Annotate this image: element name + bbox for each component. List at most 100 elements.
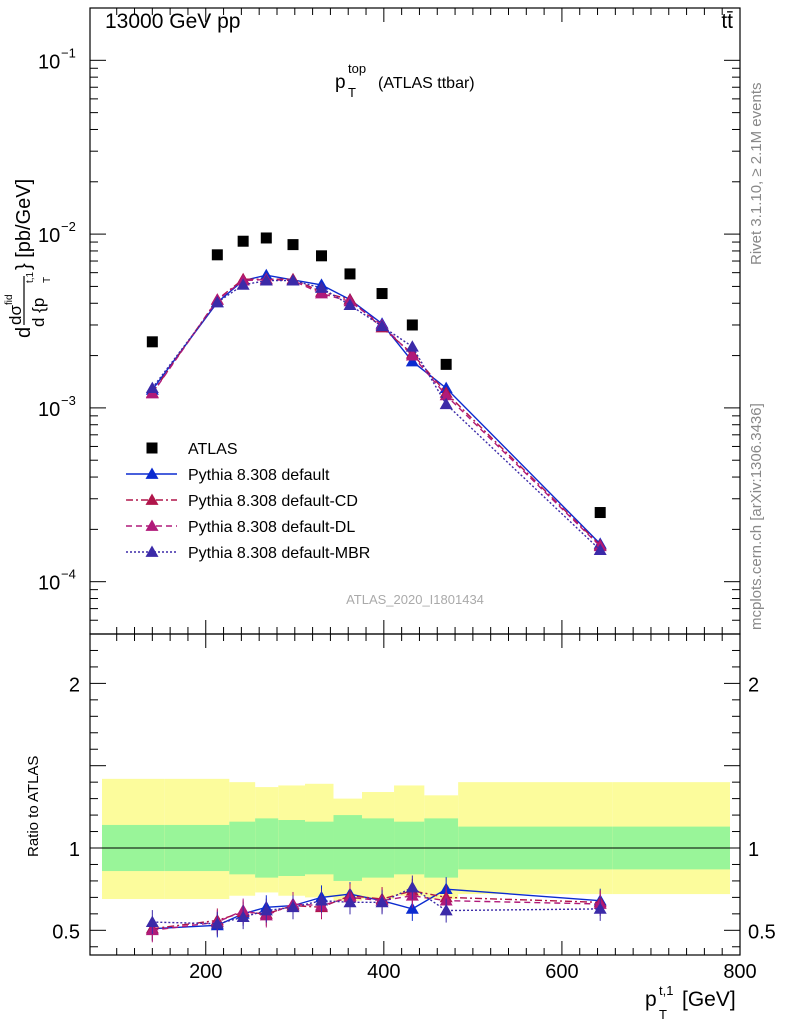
plot-title-sup: top [348, 61, 366, 76]
main-point-default-mbr [259, 274, 273, 286]
main-y-axis-label: d dσ fid d {p T t,1 } [pb/GeV] [4, 179, 53, 338]
ratio-point-default-mbr [375, 895, 389, 908]
main-point-default-dl [405, 349, 419, 361]
main-y-tick-exponent: −2 [61, 219, 76, 234]
x-tick-label: 600 [545, 961, 578, 983]
main-point-data [376, 288, 388, 300]
main-point-data [237, 235, 249, 247]
ratio-point-default-mbr [343, 895, 357, 908]
ylabel-dsigma: dσ [6, 305, 25, 325]
ratio-plot-frame [89, 633, 741, 956]
main-y-tick-label: 10 [38, 573, 60, 595]
legend-marker-data [146, 442, 158, 454]
main-point-default-mbr [439, 397, 453, 410]
main-y-tick-exponent: −3 [61, 393, 76, 408]
main-point-default-mbr [375, 319, 389, 332]
analysis-watermark: ATLAS_2020_I1801434 [346, 592, 484, 607]
main-point-default-mbr [315, 281, 329, 293]
ratio-point-default-mbr [593, 902, 607, 914]
main-y-tick-exponent: −4 [61, 567, 76, 582]
legend-label-data: ATLAS [188, 441, 238, 458]
source-label: mcplots.cern.ch [arXiv:1306.3436] [748, 403, 765, 630]
ratio-plot-axes: 0.5 0.5 1 1 2 2 200 400 600 800 [52, 633, 776, 983]
ratio-series-default-mbr [145, 881, 607, 929]
legend-label-default-cd: Pythia 8.308 default-CD [188, 493, 358, 510]
main-point-default-mbr [286, 274, 300, 286]
ratio-point-default-mbr [210, 917, 224, 929]
ylabel-T: T [42, 277, 53, 283]
x-tick-label: 200 [189, 961, 222, 983]
ratio-y-axis-label: Ratio to ATLAS [25, 756, 42, 857]
main-series-data [146, 232, 606, 519]
xlabel-main: p [645, 988, 657, 1011]
main-point-data [211, 249, 223, 261]
ylabel-unit: } [pb/GeV] [13, 179, 35, 270]
main-point-default-mbr [210, 295, 224, 308]
main-point-default-mbr [145, 381, 159, 393]
ratio-point-default-mbr [286, 900, 300, 913]
main-plot-series [145, 232, 607, 555]
ratio-y-tick-label: 1 [69, 839, 80, 861]
plot-title-rest: (ATLAS ttbar) [378, 75, 475, 92]
xlabel-sup: t,1 [659, 983, 673, 998]
main-point-default-mbr [343, 298, 357, 311]
main-y-tick-label: 10 [38, 399, 60, 421]
ratio-point-default [405, 902, 419, 914]
main-point-data [316, 250, 328, 262]
x-axis-label: p t,1 T [GeV] [645, 983, 736, 1022]
main-y-tick-label: 10 [38, 51, 60, 73]
main-point-default-mbr [593, 543, 607, 555]
legend: ATLAS Pythia 8.308 default Pythia 8.308 de… [126, 441, 370, 562]
ratio-point-default-mbr [439, 904, 453, 916]
plot-title-sub: T [348, 85, 356, 100]
xlabel-sub: T [659, 1007, 667, 1022]
energy-label: 13000 GeV pp [105, 10, 240, 33]
legend-marker-default-cd [145, 493, 159, 505]
main-y-tick-label: 10 [38, 225, 60, 247]
plot-title: p top T (ATLAS ttbar) [335, 61, 475, 100]
legend-marker-default-mbr [145, 545, 159, 557]
main-line-default-dl [151, 278, 601, 547]
ylabel-denominator: d {p [29, 298, 48, 327]
ratio-uncertainty-bands [102, 778, 730, 901]
ratio-point-default-mbr [259, 904, 273, 916]
legend-label-default: Pythia 8.308 default [188, 467, 330, 484]
main-y-tick-exponent: −1 [61, 45, 76, 60]
ratio-y-tick-label-right: 0.5 [748, 921, 776, 943]
main-point-data [260, 232, 272, 244]
main-point-data [406, 319, 418, 331]
ratio-y-tick-label-right: 2 [748, 674, 759, 696]
main-point-data [287, 239, 299, 251]
main-point-default-mbr [405, 340, 419, 352]
x-tick-label: 800 [723, 961, 756, 983]
rivet-version-label: Rivet 3.1.10, ≥ 2.1M events [748, 83, 765, 266]
ratio-plot-series [145, 875, 607, 943]
xlabel-rest: [GeV] [682, 988, 736, 1011]
main-series-default-mbr [145, 274, 607, 555]
ratio-y-tick-label: 2 [69, 674, 80, 696]
ratio-point-default-mbr [145, 915, 159, 927]
ylabel-d1: d [13, 327, 35, 338]
ratio-point-default-mbr [405, 881, 419, 893]
legend-marker-default [145, 467, 159, 479]
main-point-data [344, 268, 356, 280]
ratio-point-default-mbr [315, 894, 329, 906]
ratio-y-tick-label-right: 1 [748, 839, 759, 861]
main-point-data [440, 358, 452, 370]
legend-label-default-mbr: Pythia 8.308 default-MBR [188, 545, 370, 562]
main-line-default-mbr [151, 279, 601, 551]
x-tick-label: 400 [367, 961, 400, 983]
ratio-point-default-mbr [236, 910, 250, 923]
process-label: tt̄ [721, 10, 733, 33]
legend-marker-default-dl [145, 519, 159, 531]
main-point-default-mbr [236, 278, 250, 290]
ylabel-t1: t,1 [25, 271, 36, 283]
main-point-data [594, 507, 606, 519]
main-point-default [405, 354, 419, 367]
legend-label-default-dl: Pythia 8.308 default-DL [188, 519, 355, 536]
main-point-data [146, 336, 158, 348]
ratio-y-tick-label: 0.5 [52, 921, 80, 943]
plot-title-main: p [335, 72, 346, 93]
ylabel-fid: fid [4, 294, 15, 305]
